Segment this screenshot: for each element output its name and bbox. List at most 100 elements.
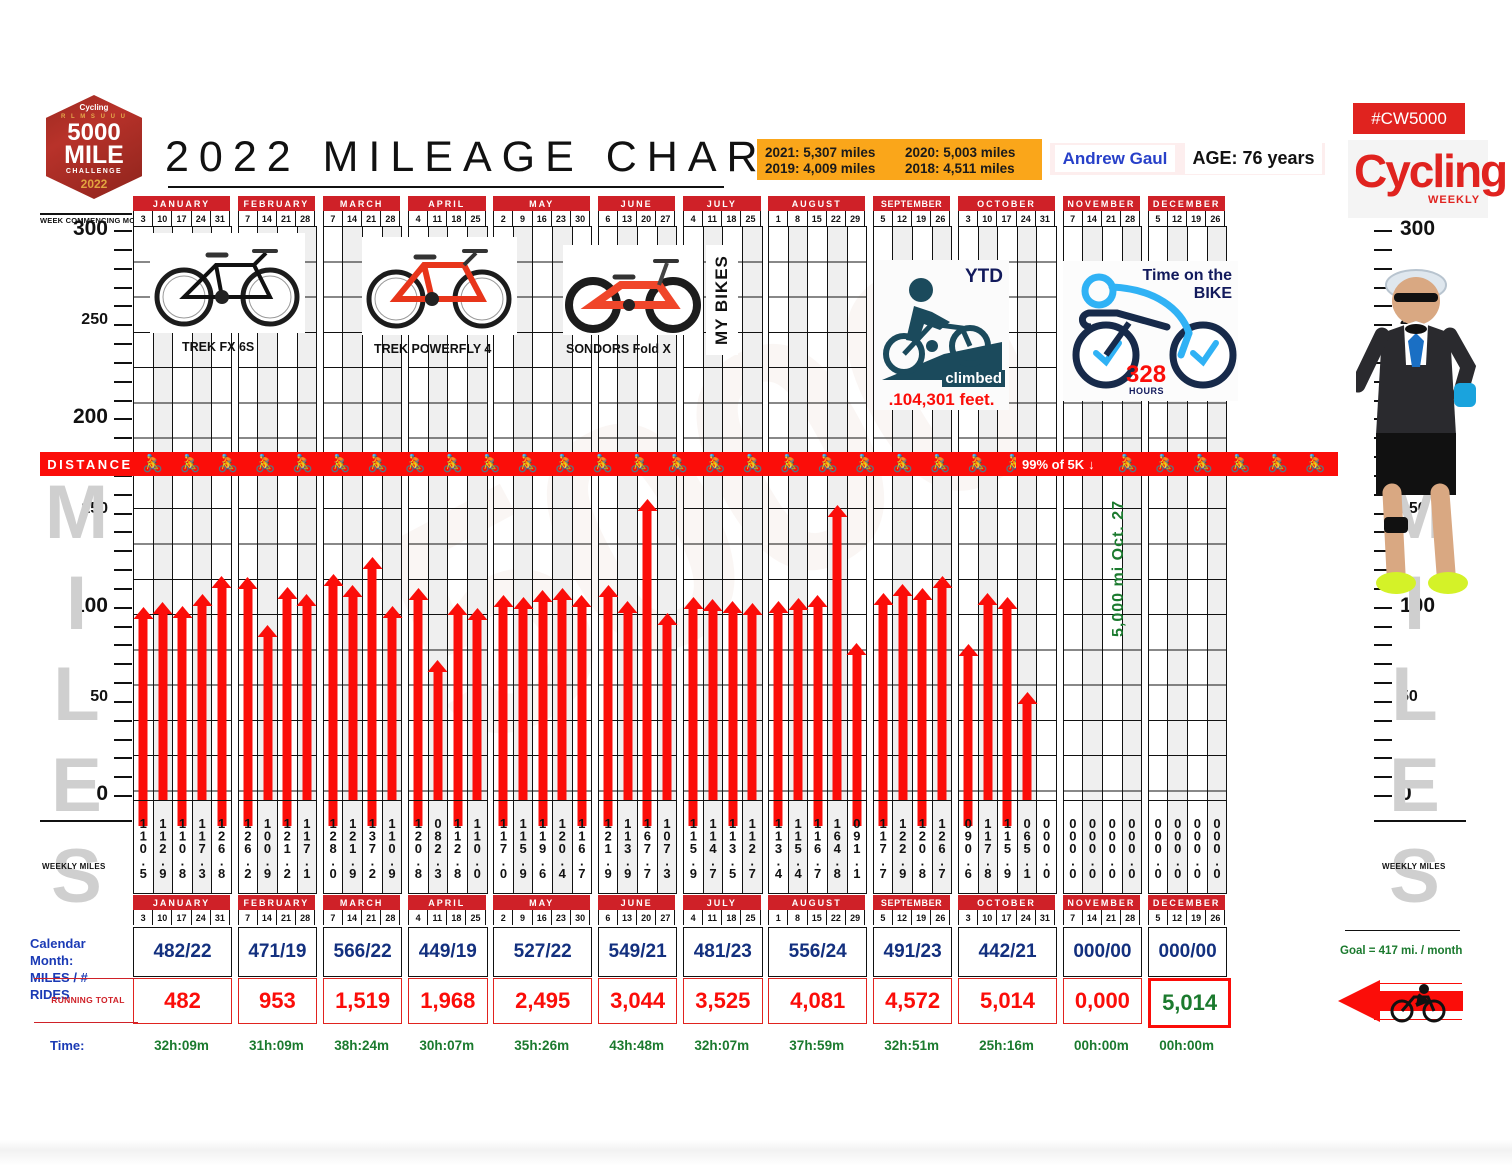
axis-tick (114, 286, 132, 289)
summary-week-cell: 26 (931, 910, 950, 925)
distance-bike-icon: 🚴 (479, 454, 501, 473)
weekly-miles-cell: 120.8 (409, 801, 429, 893)
week-column[interactable] (212, 226, 231, 826)
distance-bike-icon: 🚴 (142, 454, 164, 473)
week-column[interactable] (192, 226, 213, 826)
week-column[interactable] (788, 226, 809, 826)
summary-week-row: 4 11 18 25 (683, 910, 761, 925)
week-day-cell: 5 (1148, 211, 1168, 226)
week-column[interactable] (409, 226, 429, 826)
left-miles-label: MILES (34, 470, 119, 925)
week-column[interactable] (363, 226, 383, 826)
summary-week-cell: 24 (1016, 910, 1036, 925)
axis-tick (1374, 700, 1392, 703)
mileage-arrow (662, 623, 672, 826)
week-column[interactable] (742, 226, 762, 826)
week-column[interactable] (618, 226, 639, 826)
week-column[interactable] (684, 226, 704, 826)
week-day-cell: 29 (846, 211, 865, 226)
prev-2020: 2020: 5,003 miles (905, 145, 1016, 160)
badge-number: 5000 (67, 119, 121, 146)
clock-bike-icon (1072, 273, 1237, 389)
summary-week-row: 2 9 16 23 30 (493, 910, 591, 925)
week-column[interactable] (153, 226, 174, 826)
week-column[interactable] (277, 226, 298, 826)
week-column[interactable] (258, 226, 278, 826)
distance-bike-icon: 🚴 (554, 454, 576, 473)
running-total-box: 482 (133, 978, 232, 1024)
arrow-line-bottom (1374, 1019, 1462, 1021)
week-column[interactable] (1037, 226, 1056, 826)
weekly-miles-value: 126.7 (934, 815, 950, 879)
month-miles-rides-box: 549/21 (597, 927, 678, 977)
week-column[interactable] (428, 226, 449, 826)
week-column[interactable] (598, 226, 619, 826)
week-day-cell: 28 (1121, 211, 1140, 226)
bike-illustration-1 (154, 249, 300, 327)
week-day-cell: 20 (637, 211, 657, 226)
month-header: NOVEMBER (1062, 196, 1141, 211)
month-header: DECEMBER (1147, 196, 1226, 211)
week-column[interactable] (572, 226, 592, 826)
rider-age-field[interactable]: AGE: 76 years (1185, 143, 1322, 174)
running-total-box: 4,081 (768, 978, 868, 1024)
summary-week-cell: 8 (788, 910, 808, 925)
summary-week-cell: 13 (617, 910, 638, 925)
week-column[interactable] (638, 226, 658, 826)
week-column[interactable] (382, 226, 402, 826)
mileage-arrow (158, 613, 168, 826)
week-column[interactable] (513, 226, 534, 826)
week-column[interactable] (173, 226, 193, 826)
week-day-cell: 5 (873, 211, 893, 226)
week-column[interactable] (494, 226, 514, 826)
week-column[interactable] (657, 226, 677, 826)
week-column[interactable] (467, 226, 487, 826)
weekly-miles-row: 000.0 000.0 000.0 000.0 (1062, 800, 1143, 894)
week-column[interactable] (323, 226, 344, 826)
weekly-miles-value: 107.3 (659, 815, 675, 879)
week-column[interactable] (703, 226, 724, 826)
bike-photo-3 (563, 245, 703, 335)
summary-month-july: JULY 4 11 18 25 (683, 895, 761, 925)
week-day-cell: 12 (1167, 211, 1188, 226)
week-column[interactable] (297, 226, 317, 826)
rider-name-field[interactable]: Andrew Gaul (1055, 145, 1175, 172)
week-day-cell: 4 (409, 211, 429, 226)
axis-tick (1374, 550, 1392, 553)
week-column[interactable] (1017, 226, 1038, 826)
week-column[interactable] (769, 226, 789, 826)
week-column[interactable] (134, 226, 154, 826)
summary-week-cell: 5 (1148, 910, 1168, 925)
mileage-arrow (302, 605, 312, 826)
badge-subtitle: R L M S U U U (61, 114, 127, 120)
week-column[interactable] (533, 226, 553, 826)
mileage-arrow (852, 654, 862, 826)
mileage-arrow (387, 617, 397, 826)
weekly-miles-value: 115.4 (790, 815, 806, 879)
month-miles-rides-box: 482/22 (133, 927, 232, 977)
mileage-arrow (983, 604, 993, 826)
milestone-annotation: 5,000 mi Oct. 27 (1110, 500, 1127, 637)
summary-month-header: JULY (683, 895, 761, 910)
axis-tick (114, 795, 132, 797)
week-day-row: 7 14 21 28 (237, 211, 316, 226)
week-column[interactable] (847, 226, 867, 826)
week-column[interactable] (238, 226, 259, 826)
week-column[interactable] (343, 226, 364, 826)
month-grid (408, 226, 488, 826)
summary-month-header: JUNE (597, 895, 676, 910)
week-day-cell: 13 (617, 211, 638, 226)
week-column[interactable] (723, 226, 743, 826)
month-time-box: 00h:00m (1074, 1037, 1129, 1053)
axis-tick (114, 437, 132, 440)
week-column[interactable] (827, 226, 848, 826)
week-day-cell: 26 (931, 211, 950, 226)
week-column[interactable] (808, 226, 828, 826)
week-column[interactable] (448, 226, 468, 826)
week-column[interactable] (552, 226, 573, 826)
summary-month-february: FEBRUARY 7 14 21 28 (237, 895, 316, 925)
running-total-box: 4,572 (872, 978, 953, 1024)
month-time-box: 37h:59m (789, 1037, 845, 1053)
summary-week-cell: 7 (238, 910, 258, 925)
weekly-miles-cell: 110.5 (134, 801, 154, 893)
